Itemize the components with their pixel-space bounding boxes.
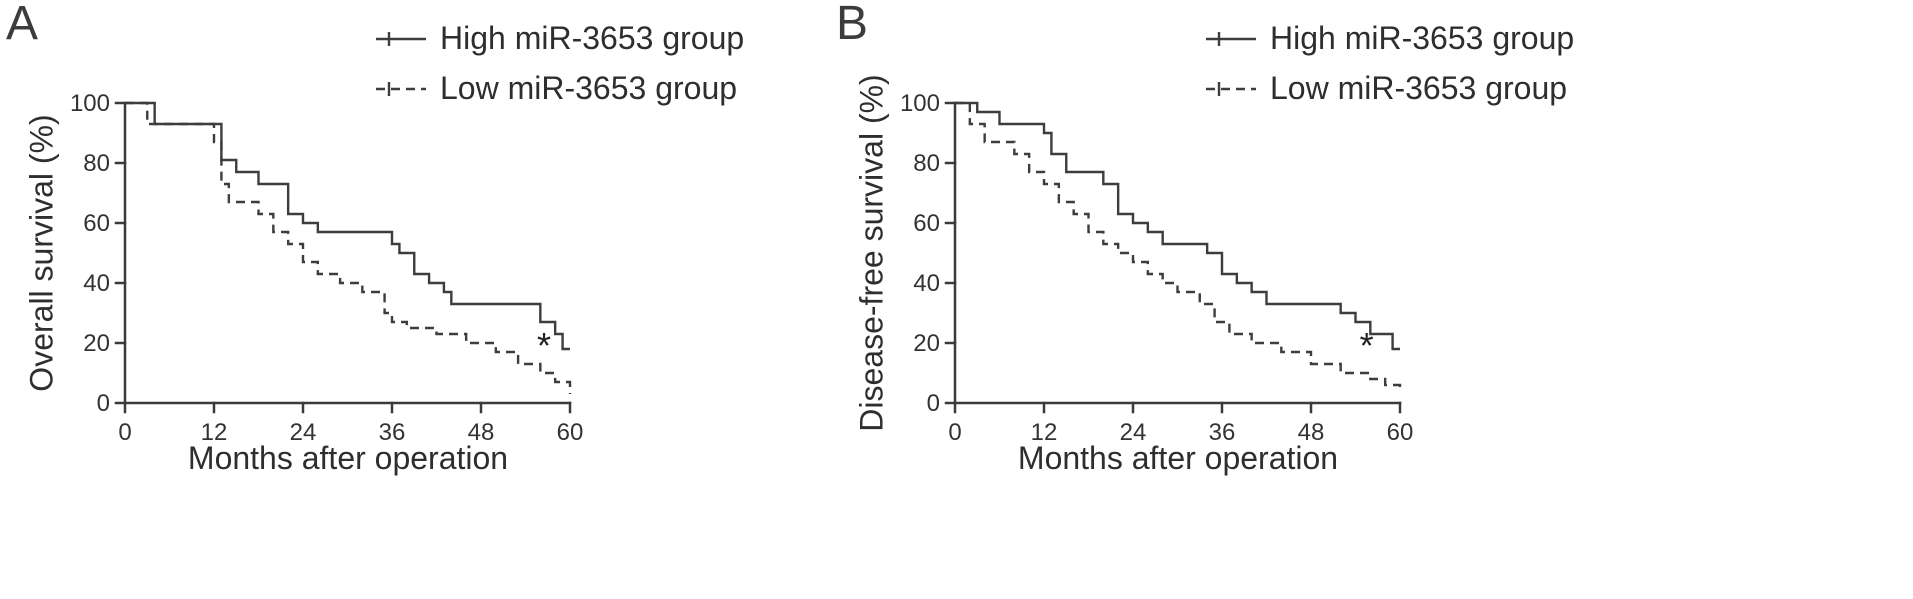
legend-line-dashed-icon xyxy=(1206,82,1256,96)
panel-a-chart: 0 20 40 60 80 100 0 12 24 36 48 60 * xyxy=(70,90,584,446)
y-tick-label: 20 xyxy=(83,330,110,357)
panel-a-legend: High miR-3653 group Low miR-3653 group xyxy=(374,16,744,110)
y-tick-label: 100 xyxy=(70,90,110,117)
y-tick-label: 40 xyxy=(913,270,940,297)
panel-b-chart: 0 20 40 60 80 100 0 12 24 36 48 60 * xyxy=(900,90,1414,446)
x-tick-label: 24 xyxy=(1120,419,1147,446)
panel-b: B Disease-free survival (%) High miR-365… xyxy=(830,0,1670,599)
x-tick-label: 24 xyxy=(290,419,317,446)
x-tick-label: 0 xyxy=(118,419,131,446)
x-tick-label: 0 xyxy=(948,419,961,446)
y-tick-label: 20 xyxy=(913,330,940,357)
y-tick-label: 60 xyxy=(83,210,110,237)
x-tick-label: 12 xyxy=(1031,419,1058,446)
legend-line-solid-icon xyxy=(1206,32,1256,46)
survival-curve-dashed xyxy=(955,101,1402,391)
axes xyxy=(123,101,572,405)
panel-a: A Overall survival (%) High miR-3653 gro… xyxy=(0,0,840,599)
legend-label: Low miR-3653 group xyxy=(440,69,738,106)
survival-curve-solid xyxy=(125,101,570,351)
panel-b-legend: High miR-3653 group Low miR-3653 group xyxy=(1204,16,1574,110)
y-tick-label: 80 xyxy=(83,150,110,177)
survival-curve-dashed xyxy=(125,101,572,394)
axes xyxy=(953,101,1402,405)
survival-curve-solid xyxy=(955,101,1400,351)
panel-a-x-axis-title: Months after operation xyxy=(187,440,509,476)
panel-b-label: B xyxy=(836,0,869,50)
y-tick-label: 80 xyxy=(913,150,940,177)
y-tick-label: 40 xyxy=(83,270,110,297)
x-tick-label: 36 xyxy=(379,419,406,446)
legend-line-dashed-icon xyxy=(376,82,426,96)
x-tick-label: 60 xyxy=(557,419,584,446)
x-tick-label: 48 xyxy=(1298,419,1325,446)
y-tick-label: 60 xyxy=(913,210,940,237)
x-tick-label: 36 xyxy=(1209,419,1236,446)
y-tick-label: 0 xyxy=(927,390,940,417)
legend-item: High miR-3653 group xyxy=(374,16,744,60)
legend-item: Low miR-3653 group xyxy=(374,66,744,110)
legend-label: High miR-3653 group xyxy=(1270,19,1575,56)
y-tick-label: 100 xyxy=(900,90,940,117)
x-tick-label: 60 xyxy=(1387,419,1414,446)
x-tick-label: 48 xyxy=(468,419,495,446)
significance-asterisk: * xyxy=(537,325,551,366)
legend-item: Low miR-3653 group xyxy=(1204,66,1574,110)
y-tick-label: 0 xyxy=(97,390,110,417)
panel-a-label: A xyxy=(6,0,39,50)
legend-label: Low miR-3653 group xyxy=(1270,69,1568,106)
panel-b-x-axis-title: Months after operation xyxy=(1017,440,1339,476)
significance-asterisk: * xyxy=(1360,325,1374,366)
legend-line-solid-icon xyxy=(376,32,426,46)
legend-item: High miR-3653 group xyxy=(1204,16,1574,60)
x-tick-label: 12 xyxy=(201,419,228,446)
legend-label: High miR-3653 group xyxy=(440,19,745,56)
